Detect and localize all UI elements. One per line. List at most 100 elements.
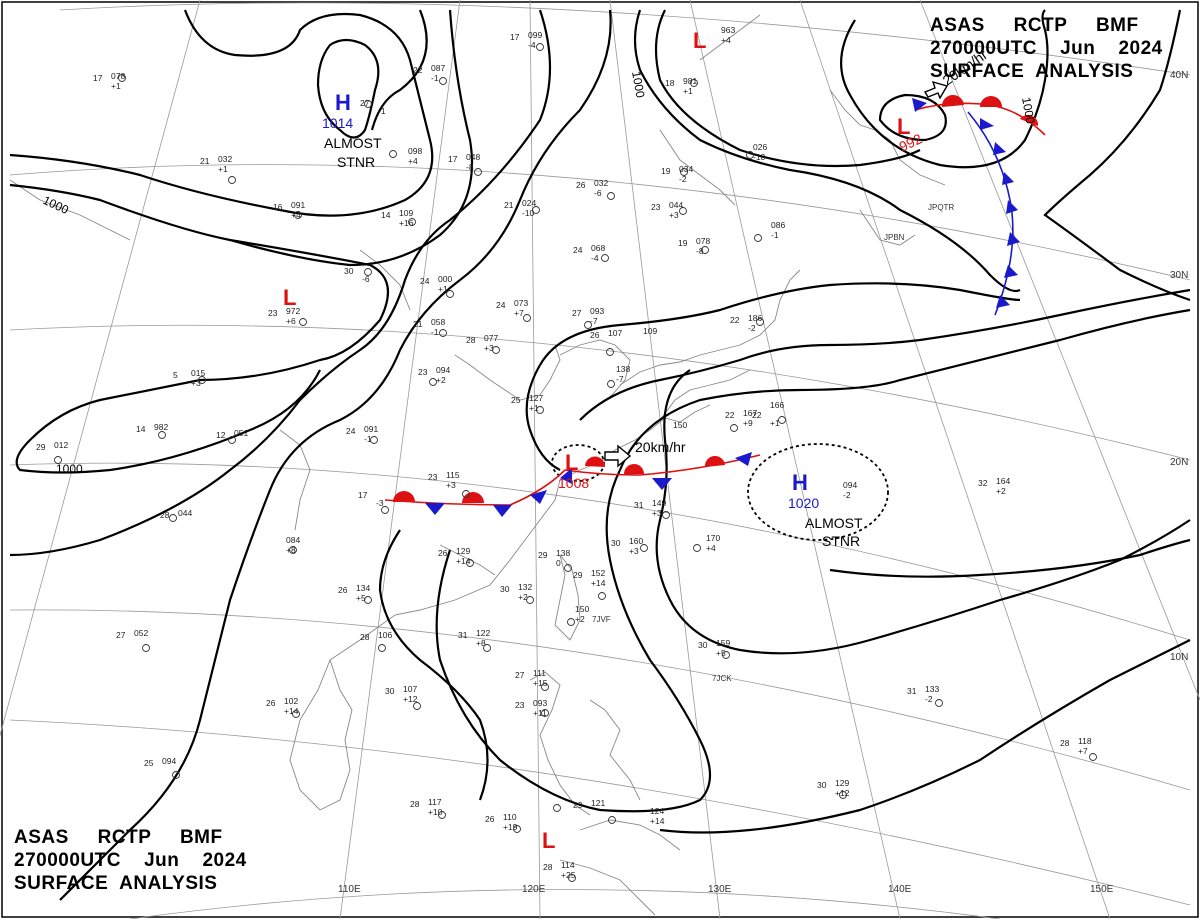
station-pressure: 078 <box>111 71 125 81</box>
station-temperature: 31 <box>907 686 917 696</box>
station-tendency: +7 <box>1078 746 1088 756</box>
isobar <box>9 9 434 217</box>
station-temperature: 19 <box>678 238 688 248</box>
high-symbol: H <box>792 470 808 495</box>
isobar <box>9 183 390 474</box>
station-pressure: 107 <box>403 684 417 694</box>
isobar <box>654 9 921 168</box>
station-tendency: -2 <box>748 323 756 333</box>
station-pressure: 026 <box>753 142 767 152</box>
station-temperature: 18 <box>665 78 675 88</box>
station-tendency: +1 <box>438 284 448 294</box>
station-pressure: 087 <box>431 63 445 73</box>
station-pressure: 099 <box>528 30 542 40</box>
station-plot: 17 099-4 <box>510 30 542 50</box>
chart-header-top: ASAS RCTP BMF 270000UTC Jun 2024 SURFACE… <box>930 14 1163 83</box>
station-plot: 26 110+19 <box>485 812 518 832</box>
station-plot: 22 087-1 <box>413 63 445 83</box>
lon-label-120: 120E <box>522 884 546 895</box>
station-temperature: 28 <box>160 510 170 520</box>
station-tendency: +5 <box>356 593 366 603</box>
station-temperature: 19 <box>661 166 671 176</box>
station-temperature: 26 <box>576 180 586 190</box>
station-pressure: 015 <box>191 368 205 378</box>
isobar <box>59 9 612 901</box>
station-temperature: 22 <box>413 65 423 75</box>
station-plot: 29 121 <box>573 798 605 810</box>
low-symbol: L <box>283 285 296 310</box>
station-temperature: 27 <box>515 670 525 680</box>
station-plot: 150 <box>673 420 687 430</box>
station-pressure: 086 <box>771 220 785 230</box>
low-symbol: L <box>897 114 910 139</box>
station-temperature: 23 <box>515 700 525 710</box>
station-plot: 30 107+12 <box>385 684 418 704</box>
station-temperature: 21 <box>200 156 210 166</box>
note-stnr: STNR <box>337 154 375 170</box>
station-pressure: 121 <box>591 798 605 808</box>
ship-id: 7JCK <box>712 674 732 683</box>
station-temperature: 30 <box>611 538 621 548</box>
station-tendency: -2 <box>843 490 851 500</box>
station-temperature: 26 <box>590 330 600 340</box>
station-pressure: 094 <box>162 756 176 766</box>
warm-front-semicircles <box>393 455 725 503</box>
station-tendency: +3 <box>629 546 639 556</box>
station-temperature: 24 <box>573 245 583 255</box>
station-tendency: +3 <box>191 378 201 388</box>
station-temperature: 24 <box>346 426 356 436</box>
station-pressure: 034 <box>679 164 693 174</box>
station-temperature: 25 <box>144 758 154 768</box>
station-pressure: 134 <box>356 583 370 593</box>
isobars <box>9 9 1191 901</box>
station-temperature: 28 <box>543 862 553 872</box>
station-pressure: 138 <box>616 364 630 374</box>
station-plot: 109 <box>643 326 657 336</box>
station-pressure: 132 <box>518 582 532 592</box>
station-tendency: -8 <box>696 246 704 256</box>
station-plot: 27 -1 <box>360 98 386 116</box>
station-temperature: 32 <box>978 478 988 488</box>
station-tendency: +15 <box>533 678 548 688</box>
isobar <box>655 369 1191 655</box>
station-pressure: 077 <box>484 333 498 343</box>
station-tendency: -8 <box>466 162 474 172</box>
station-temperature: 26 <box>266 698 276 708</box>
station-tendency: +14 <box>284 706 299 716</box>
lat-labels: 40N 30N 20N 10N <box>1170 70 1188 663</box>
station-temperature: 17 <box>510 32 520 42</box>
station-pressure: 109 <box>399 208 413 218</box>
station-pressure: 114 <box>561 860 575 870</box>
isobar <box>618 308 1191 471</box>
station-plot: 28 044 <box>160 508 192 520</box>
station-plot: 23 115+3 <box>428 470 460 490</box>
station-pressure: 032 <box>218 154 232 164</box>
station-tendency: +2 <box>575 614 585 624</box>
station-pressure: 138 <box>556 548 570 558</box>
isobar-label: 1000 <box>56 462 83 476</box>
station-temperature: 26 <box>438 548 448 558</box>
station-plot: 18 981+1 <box>665 76 697 96</box>
station-tendency: +8 <box>476 638 486 648</box>
station-pressure: 160 <box>629 536 643 546</box>
isobar <box>378 529 489 801</box>
station-pressure: 150 <box>575 604 589 614</box>
station-plot: 26 102+14 <box>266 696 299 716</box>
low-symbol: L <box>565 450 578 475</box>
station-plot: 24 000+1 <box>420 274 452 294</box>
station-temperature: 23 <box>428 472 438 482</box>
station-tendency: +2 <box>996 486 1006 496</box>
station-temperature: 31 <box>634 500 644 510</box>
station-plot: 16 091+4 <box>273 200 305 220</box>
station-plot: 5 015+3 <box>173 368 205 388</box>
station-temperature: 26 <box>485 814 495 824</box>
station-tendency: -3 <box>376 498 384 508</box>
high-value: 1020 <box>788 495 819 511</box>
station-tendency: -4 <box>528 40 536 50</box>
station-plot: 138-7 <box>616 364 630 384</box>
station-plot: 19 078-8 <box>678 236 710 256</box>
station-plot: 30 129+12 <box>817 778 850 798</box>
station-tendency: -1 <box>771 230 779 240</box>
lon-label-140: 140E <box>888 884 912 895</box>
